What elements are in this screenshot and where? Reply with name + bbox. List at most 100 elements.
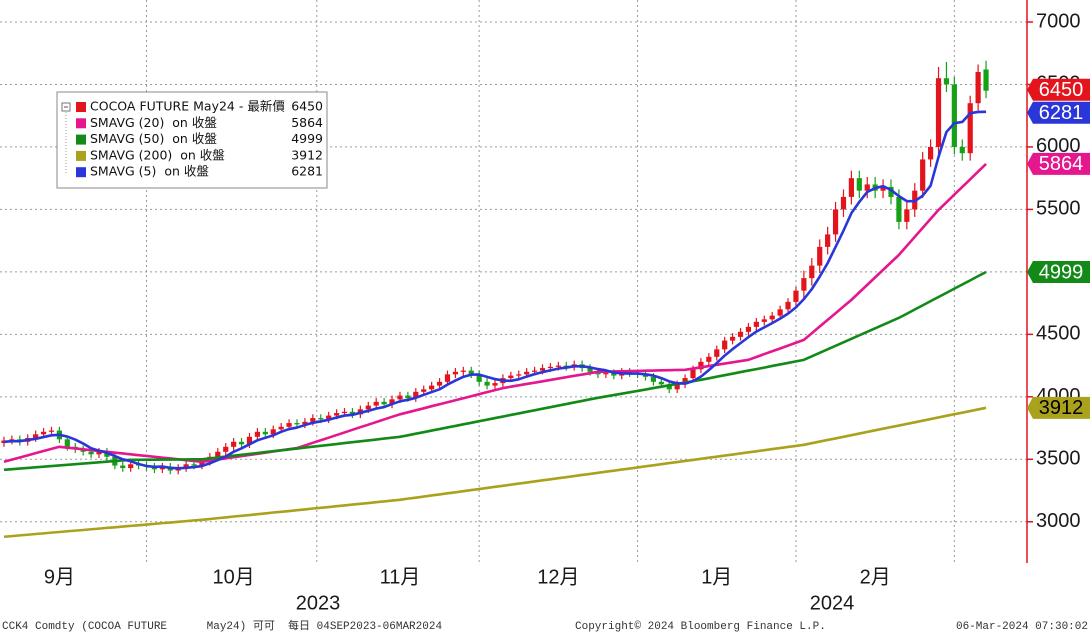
candle-body [563, 365, 569, 367]
candle-body [64, 439, 70, 447]
candle-body [935, 78, 942, 147]
footer-copyright: Copyright© 2024 Bloomberg Finance L.P. [575, 621, 826, 633]
last-value-label: 3912 [1039, 397, 1084, 419]
candle-body [183, 464, 189, 469]
candle-body [698, 361, 704, 370]
candle-body [286, 423, 292, 427]
candle-body [848, 178, 854, 197]
candle-body [943, 78, 950, 85]
candle-body [476, 374, 482, 382]
y-tick-label: 7000 [1036, 10, 1081, 32]
candle-body [722, 340, 728, 350]
last-value-label: 6450 [1039, 79, 1084, 101]
candle-body [429, 385, 435, 390]
candle-body [33, 434, 39, 439]
candle-body [864, 184, 870, 191]
legend-swatch [76, 118, 86, 129]
candle-body [801, 278, 807, 291]
grid [0, 0, 1027, 563]
y-tick-label: 4500 [1036, 323, 1081, 345]
candle-body [120, 465, 126, 469]
candle-body [920, 159, 926, 191]
candle-body [88, 451, 94, 455]
candle-body [809, 265, 815, 279]
candle-body [817, 246, 823, 266]
footer-timestamp: 06-Mar-2024 07:30:02 [956, 621, 1088, 633]
footer-source: CCK4 Comdty (COCOA FUTURE May24) 可可 每日 0… [2, 618, 442, 633]
candle-body [777, 309, 783, 316]
candle-body [730, 336, 736, 341]
candle-body [460, 370, 466, 372]
candle-body [532, 370, 538, 372]
legend-value: 6450 [291, 99, 323, 114]
candle-body [294, 423, 300, 425]
candle-body [682, 378, 688, 385]
candle-body [880, 186, 886, 191]
candle-body [444, 374, 451, 382]
last-value-badge [1027, 101, 1090, 124]
candle-body [254, 431, 260, 437]
x-group-label: 2023 [296, 592, 341, 614]
candle-body [959, 146, 965, 154]
candle-body [832, 209, 839, 235]
candle-body [349, 411, 356, 415]
candle-body [539, 368, 546, 371]
candle-body [983, 69, 989, 91]
candle-body [904, 209, 910, 222]
candle-body [761, 319, 767, 322]
candle-body [223, 446, 229, 452]
x-group-label: 2024 [810, 592, 855, 614]
candle-body [231, 441, 237, 447]
candle-body [436, 381, 443, 386]
legend-box [56, 91, 328, 189]
legend-value: 3912 [291, 147, 323, 162]
candle-body [706, 356, 712, 362]
moving-average-line [3, 162, 987, 464]
legend-value: 6281 [291, 164, 323, 179]
candle-body [714, 349, 720, 357]
candle-body [793, 290, 799, 302]
candle-body [896, 196, 902, 222]
candle-body [888, 186, 894, 197]
candle-body [373, 401, 379, 406]
candle-body [603, 373, 609, 375]
legend-label: COCOA FUTURE May24 - 最新價 [90, 99, 285, 114]
legend-label: SMAVG (5) on 收盤 [90, 164, 209, 179]
last-value-badge [1027, 396, 1090, 419]
candle-body [270, 429, 276, 435]
last-value-badge [1027, 152, 1090, 175]
candle-body [492, 383, 498, 386]
x-tick-label: 11月 [380, 566, 421, 588]
candle-body [666, 384, 672, 390]
candle-body [246, 436, 253, 445]
candle-body [674, 384, 680, 390]
moving-average-line [3, 270, 987, 472]
last-value-label: 4999 [1039, 261, 1084, 283]
candle-body [951, 84, 957, 147]
candle-body [128, 464, 134, 469]
candle-body [326, 415, 332, 420]
candle-body [104, 451, 110, 457]
legend-value: 4999 [291, 131, 323, 146]
candle-body [928, 146, 934, 160]
y-tick-label: 3500 [1036, 448, 1081, 470]
x-tick-label: 2月 [860, 566, 891, 588]
candle-body [48, 430, 55, 432]
legend-swatch [76, 167, 86, 178]
candle-body [238, 441, 245, 445]
candle-body [690, 369, 696, 379]
candle-body [365, 405, 371, 410]
candle-body [1, 440, 7, 444]
candle-body [397, 395, 403, 400]
candle-body [825, 234, 831, 247]
candle-body [96, 451, 102, 455]
moving-average-line [3, 110, 987, 470]
x-tick-label: 12月 [537, 566, 579, 588]
last-value-label: 6281 [1039, 102, 1084, 124]
candle-body [650, 376, 656, 382]
candle-body [587, 368, 593, 372]
legend-swatch [76, 102, 86, 112]
candle-body [191, 464, 197, 466]
candle-body [334, 413, 340, 416]
